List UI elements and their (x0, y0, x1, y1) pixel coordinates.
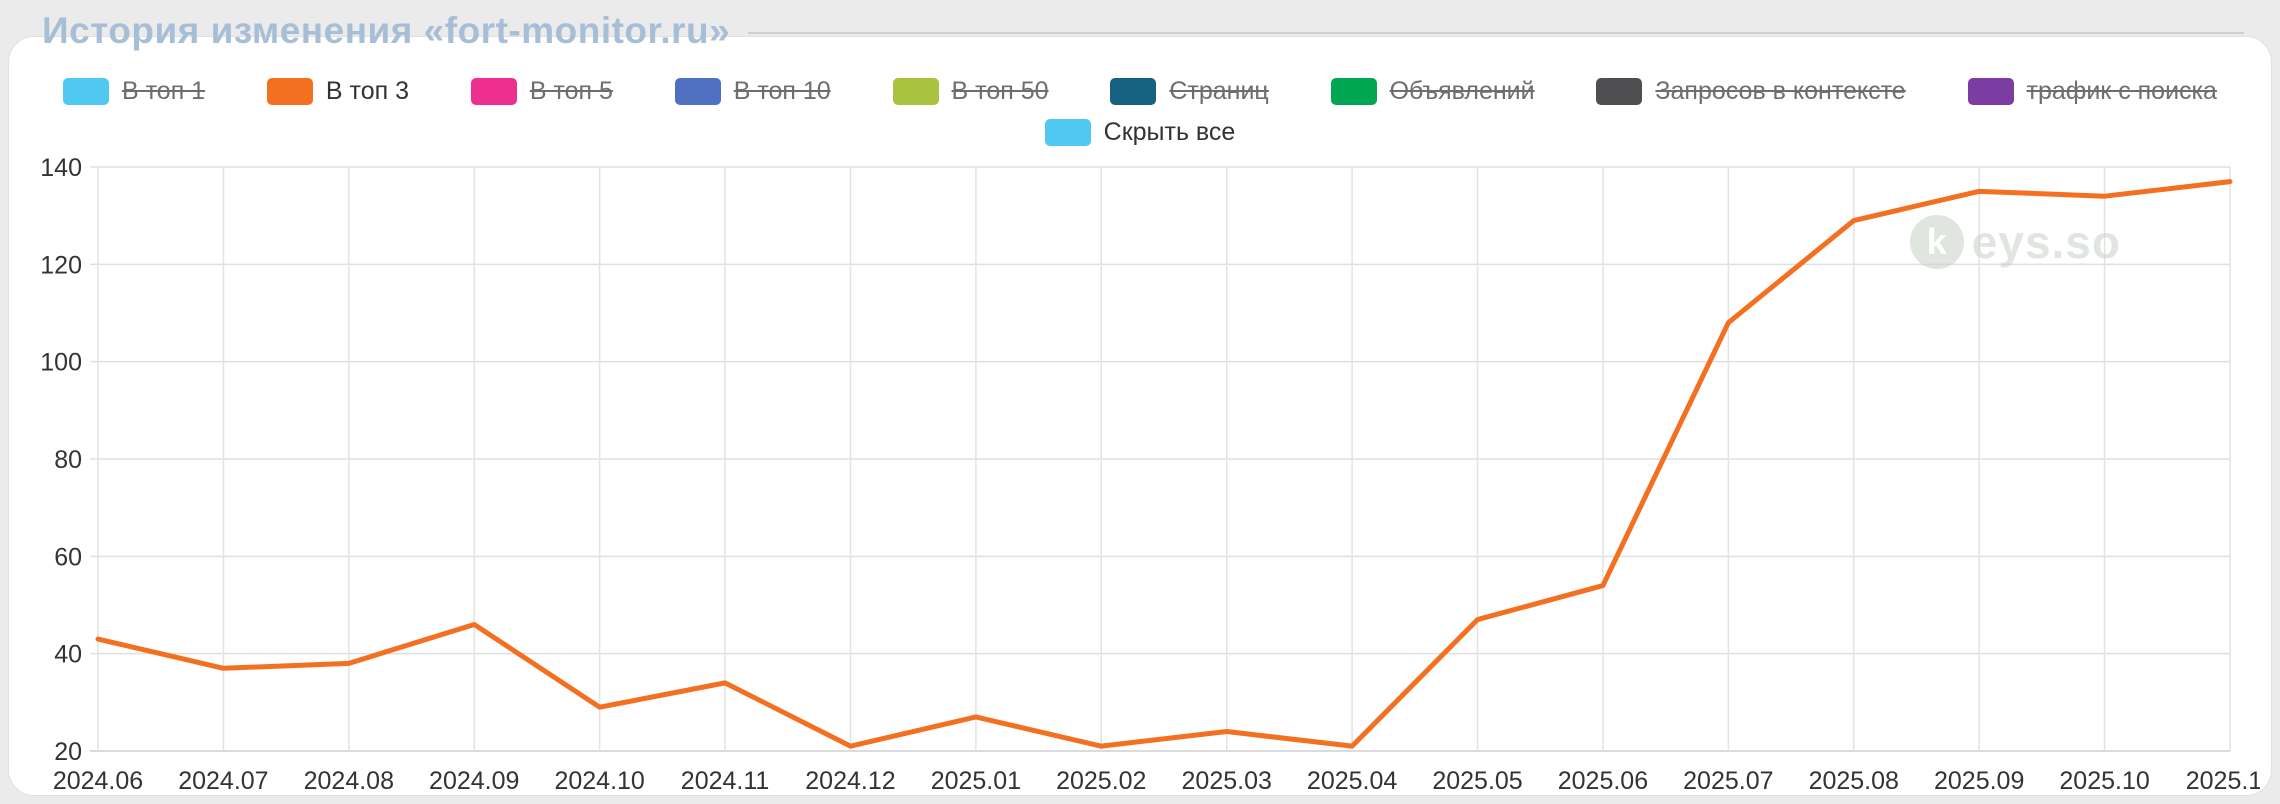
svg-text:2025.06: 2025.06 (1558, 767, 1648, 795)
legend-swatch (1596, 78, 1643, 105)
legend-swatch (1110, 78, 1157, 105)
svg-text:2024.07: 2024.07 (178, 767, 268, 795)
legend-item-8[interactable]: трафик с поиска (1967, 77, 2217, 106)
legend-item-1[interactable]: В топ 3 (266, 77, 409, 106)
svg-text:2024.10: 2024.10 (554, 767, 644, 795)
svg-text:80: 80 (54, 446, 82, 474)
svg-text:60: 60 (54, 543, 82, 571)
legend-swatch (470, 78, 517, 105)
legend-swatch (1044, 119, 1091, 146)
legend-swatch (63, 78, 109, 105)
legend-label: В топ 5 (529, 77, 613, 105)
legend-swatch (1330, 78, 1377, 105)
svg-text:40: 40 (54, 641, 82, 669)
legend-item-5[interactable]: Страниц (1110, 77, 1269, 106)
legend-swatch (674, 78, 721, 105)
svg-text:2025.03: 2025.03 (1182, 767, 1272, 795)
svg-text:100: 100 (40, 349, 82, 377)
svg-text:2025.09: 2025.09 (1934, 767, 2024, 795)
legend-item-7[interactable]: Запросов в контексте (1596, 77, 1906, 106)
legend-item-2[interactable]: В топ 5 (470, 77, 613, 106)
svg-text:140: 140 (40, 155, 82, 182)
legend-row-hide-all: Скрыть все (9, 118, 2271, 147)
legend-item-hide-all[interactable]: Скрыть все (1044, 118, 1236, 147)
svg-text:2024.12: 2024.12 (805, 767, 895, 795)
svg-text:20: 20 (54, 738, 82, 766)
legend-label: Объявлений (1389, 77, 1535, 105)
svg-text:2024.08: 2024.08 (304, 767, 394, 795)
page-title: История изменения «fort-monitor.ru» (42, 10, 731, 51)
legend-label: Запросов в контексте (1655, 77, 1906, 105)
title-rule (748, 32, 2244, 34)
svg-text:2025.07: 2025.07 (1683, 767, 1773, 795)
svg-text:2024.11: 2024.11 (681, 767, 770, 795)
legend-swatch (892, 78, 939, 105)
legend-item-4[interactable]: В топ 50 (892, 77, 1049, 106)
svg-text:2025.05: 2025.05 (1432, 767, 1522, 795)
legend-label: Страниц (1169, 77, 1269, 105)
legend-label: В топ 3 (325, 77, 409, 105)
legend-swatch (1967, 78, 2014, 105)
legend-label: В топ 10 (733, 77, 831, 105)
chart-area: 20 40 60 80 100 120 140 2024.06 2024.07 2024.08 20… (9, 155, 2271, 803)
legend-item-0[interactable]: В топ 1 (63, 77, 205, 106)
svg-text:2024.09: 2024.09 (429, 767, 519, 795)
legend-label: В топ 50 (951, 77, 1049, 105)
svg-text:2025.01: 2025.01 (931, 767, 1021, 795)
svg-text:2025.10: 2025.10 (2059, 767, 2149, 795)
legend-label: Скрыть все (1103, 118, 1236, 146)
legend-swatch (266, 78, 313, 105)
legend-item-3[interactable]: В топ 10 (674, 77, 831, 106)
legend-item-6[interactable]: Объявлений (1330, 77, 1535, 106)
legend-label: В топ 1 (122, 77, 206, 105)
svg-text:2025.02: 2025.02 (1056, 767, 1146, 795)
svg-text:2025.04: 2025.04 (1307, 767, 1397, 795)
svg-text:120: 120 (40, 251, 82, 279)
chart-card: В топ 1 В топ 3 В топ 5 В топ 10 В топ 50 Стр… (8, 36, 2272, 796)
page-header: История изменения «fort-monitor.ru» (42, 10, 2244, 52)
svg-text:2024.06: 2024.06 (53, 767, 143, 795)
legend-row-main: В топ 1 В топ 3 В топ 5 В топ 10 В топ 50 Стр… (9, 77, 2271, 106)
svg-text:2025.11: 2025.11 (2186, 767, 2260, 795)
svg-text:2025.08: 2025.08 (1809, 767, 1899, 795)
line-chart: 20 40 60 80 100 120 140 2024.06 2024.07 2024.08 20… (40, 155, 2260, 795)
legend-label: трафик с поиска (2026, 77, 2217, 105)
